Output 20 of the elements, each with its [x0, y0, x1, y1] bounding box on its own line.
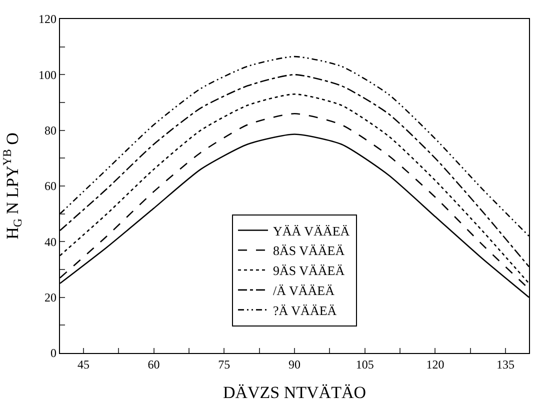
legend-label: 9ÄS VÄÄEÄ — [273, 263, 346, 278]
x-axis-title: DÄVZS NTVÄTÄO — [222, 382, 366, 402]
legend-label: /Ä VÄÄEÄ — [273, 283, 336, 298]
legend-label: ?Ä VÄÄEÄ — [273, 302, 338, 318]
x-tick-label: 60 — [148, 358, 160, 372]
x-tick-label: 90 — [288, 358, 300, 372]
legend-label: 8ÄS VÄÄEÄ — [273, 243, 346, 258]
y-tick-label: 60 — [44, 179, 56, 194]
x-tick-label: 135 — [496, 358, 515, 372]
y-tick-label: 120 — [38, 12, 56, 26]
x-tick-label: 45 — [77, 358, 90, 372]
legend-label: YÄÄ VÄÄEÄ — [273, 223, 350, 238]
x-tick-label: 105 — [356, 358, 374, 372]
y-tick-label: 100 — [38, 68, 56, 82]
y-tick-label: 80 — [44, 124, 56, 138]
x-tick-label: 120 — [426, 358, 444, 372]
y-tick-label: 0 — [50, 346, 56, 360]
y-tick-label: 20 — [44, 290, 56, 305]
y-tick-label: 40 — [44, 234, 56, 249]
x-tick-label: 75 — [218, 358, 230, 372]
